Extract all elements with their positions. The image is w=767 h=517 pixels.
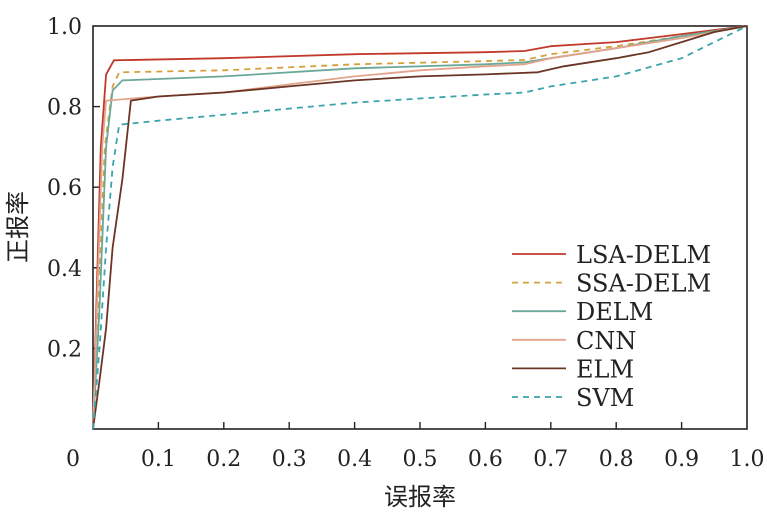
legend-label-svm: SVM — [576, 384, 634, 412]
series-line-ssa-delm — [92, 25, 748, 430]
y-axis-title: 正报率 — [4, 191, 32, 263]
y-tick-label: 0.8 — [47, 96, 82, 121]
y-tick-label: 0.2 — [47, 337, 82, 362]
x-tick-label: 0.1 — [141, 447, 176, 472]
series-line-svm — [92, 25, 748, 430]
series-line-elm — [92, 25, 748, 430]
legend-label-ssa-delm: SSA-DELM — [576, 270, 711, 298]
y-tick-label: 1.0 — [47, 15, 82, 40]
x-tick-label: 0.9 — [664, 447, 699, 472]
x-tick-label: 0.6 — [468, 447, 503, 472]
legend-label-delm: DELM — [576, 298, 653, 326]
x-tick-label: 0.5 — [403, 447, 438, 472]
x-tick-label: 0.8 — [599, 447, 634, 472]
x-tick-label: 0.3 — [272, 447, 307, 472]
x-tick-label: 0 — [66, 447, 80, 472]
legend-label-lsa-delm: LSA-DELM — [576, 241, 711, 269]
axes: 0 0.1 0.2 0.3 0.4 0.5 0.6 0.7 0.8 0.9 1.0 0.2 0.4 0.6… — [4, 15, 765, 511]
series-line-lsa-delm — [92, 25, 748, 430]
x-axis-title: 误报率 — [384, 483, 456, 511]
x-tick-label: 1.0 — [730, 447, 765, 472]
series-line-delm — [92, 25, 748, 430]
x-tick-label: 0.4 — [337, 447, 372, 472]
x-tick-label: 0.7 — [533, 447, 568, 472]
plot-frame — [92, 25, 748, 430]
legend-label-elm: ELM — [576, 355, 634, 383]
y-tick-label: 0.4 — [47, 257, 82, 282]
legend-label-cnn: CNN — [576, 327, 636, 355]
series-line-cnn — [92, 25, 748, 430]
series-lines — [92, 25, 748, 430]
y-tick-label: 0.6 — [47, 176, 82, 201]
x-tick-label: 0.2 — [206, 447, 241, 472]
